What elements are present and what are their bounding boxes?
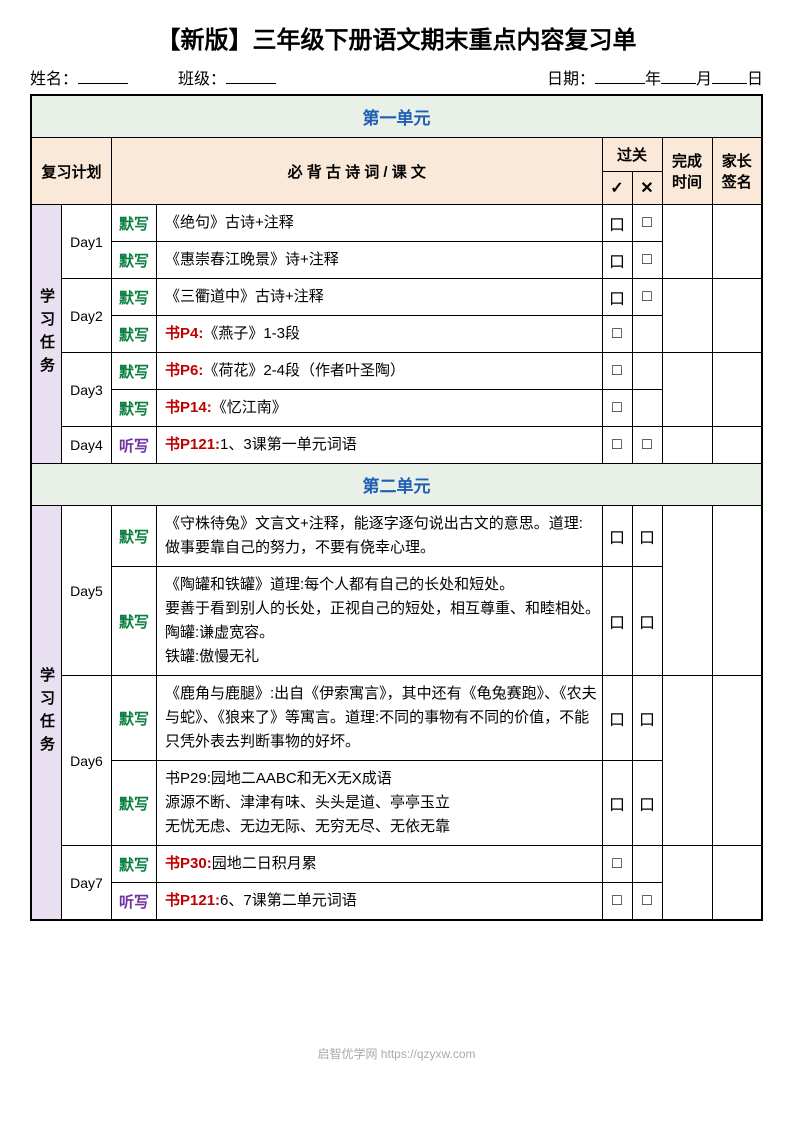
content-header: 必 背 古 诗 词 / 课 文 <box>112 138 603 205</box>
unit1-header: 第一单元 <box>31 95 762 138</box>
action-cell: 默写 <box>112 676 157 761</box>
page-title: 【新版】三年级下册语文期末重点内容复习单 <box>30 20 763 55</box>
worksheet-table: 第一单元 复习计划 必 背 古 诗 词 / 课 文 过关 完成时间 家长签名 ✓… <box>30 94 763 921</box>
content-cell: 书P14:《忆江南》 <box>157 390 603 427</box>
day-cell: Day3 <box>62 353 112 427</box>
check-cell <box>632 316 662 353</box>
day-cell: Day4 <box>62 427 112 464</box>
check-cell: 口 <box>632 676 662 761</box>
check-cell: 口 <box>602 676 632 761</box>
content-cell: 《守株待兔》文言文+注释，能逐字逐句说出古文的意思。道理:做事要靠自己的努力，不… <box>157 506 603 567</box>
action-cell: 听写 <box>112 883 157 921</box>
content-cell: 《惠崇春江晚景》诗+注释 <box>157 242 603 279</box>
content-cell: 书P121:6、7课第二单元词语 <box>157 883 603 921</box>
content-cell: 书P29:园地二AABC和无X无X成语 源源不断、津津有味、头头是道、亭亭玉立 … <box>157 761 603 846</box>
day-cell: Day7 <box>62 846 112 921</box>
check-cell: 口 <box>602 567 632 676</box>
check-cell: 口 <box>632 506 662 567</box>
check-cell <box>632 353 662 390</box>
day-cell: Day1 <box>62 205 112 279</box>
content-cell: 《陶罐和铁罐》道理:每个人都有自己的长处和短处。 要善于看到别人的长处，正视自己… <box>157 567 603 676</box>
day-cell: Day2 <box>62 279 112 353</box>
day-cell: Day5 <box>62 506 112 676</box>
action-cell: 听写 <box>112 427 157 464</box>
content-cell: 《三衢道中》古诗+注释 <box>157 279 603 316</box>
action-cell: 默写 <box>112 279 157 316</box>
task-label-2: 学习任务 <box>31 506 62 921</box>
sign-header: 家长签名 <box>712 138 762 205</box>
watermark: 启智优学网 https://qzyxw.com <box>317 1045 475 1062</box>
action-cell: 默写 <box>112 242 157 279</box>
unit2-header: 第二单元 <box>31 464 762 506</box>
check-cell: □ <box>632 883 662 921</box>
check-cell: □ <box>602 846 632 883</box>
cross-header: ✕ <box>632 172 662 205</box>
pass-header: 过关 <box>602 138 662 172</box>
action-cell: 默写 <box>112 353 157 390</box>
check-cell: 口 <box>602 205 632 242</box>
check-cell <box>632 846 662 883</box>
name-field: 姓名： <box>30 65 128 89</box>
check-cell <box>632 390 662 427</box>
check-cell: □ <box>632 279 662 316</box>
content-cell: 书P30:园地二日积月累 <box>157 846 603 883</box>
check-cell: □ <box>602 316 632 353</box>
check-cell: 口 <box>632 567 662 676</box>
check-cell: 口 <box>602 242 632 279</box>
action-cell: 默写 <box>112 567 157 676</box>
check-cell: □ <box>602 883 632 921</box>
task-label-1: 学习任务 <box>31 205 62 464</box>
action-cell: 默写 <box>112 846 157 883</box>
day-cell: Day6 <box>62 676 112 846</box>
content-cell: 书P6:《荷花》2-4段（作者叶圣陶） <box>157 353 603 390</box>
check-cell: □ <box>632 242 662 279</box>
action-cell: 默写 <box>112 316 157 353</box>
action-cell: 默写 <box>112 390 157 427</box>
content-cell: 书P4:《燕子》1-3段 <box>157 316 603 353</box>
check-cell: 口 <box>602 761 632 846</box>
time-header: 完成时间 <box>662 138 712 205</box>
check-cell: 口 <box>602 279 632 316</box>
date-field: 日期：年月日 <box>547 65 763 89</box>
check-cell: □ <box>632 427 662 464</box>
plan-header: 复习计划 <box>31 138 112 205</box>
check-cell: □ <box>632 205 662 242</box>
class-field: 班级： <box>178 65 276 89</box>
content-cell: 《绝句》古诗+注释 <box>157 205 603 242</box>
check-header: ✓ <box>602 172 632 205</box>
check-cell: 口 <box>602 506 632 567</box>
check-cell: 口 <box>632 761 662 846</box>
action-cell: 默写 <box>112 205 157 242</box>
check-cell: □ <box>602 427 632 464</box>
info-row: 姓名： 班级： 日期：年月日 <box>30 65 763 89</box>
check-cell: □ <box>602 353 632 390</box>
action-cell: 默写 <box>112 761 157 846</box>
action-cell: 默写 <box>112 506 157 567</box>
content-cell: 《鹿角与鹿腿》:出自《伊索寓言》，其中还有《龟兔赛跑》、《农夫与蛇》、《狼来了》… <box>157 676 603 761</box>
check-cell: □ <box>602 390 632 427</box>
content-cell: 书P121:1、3课第一单元词语 <box>157 427 603 464</box>
